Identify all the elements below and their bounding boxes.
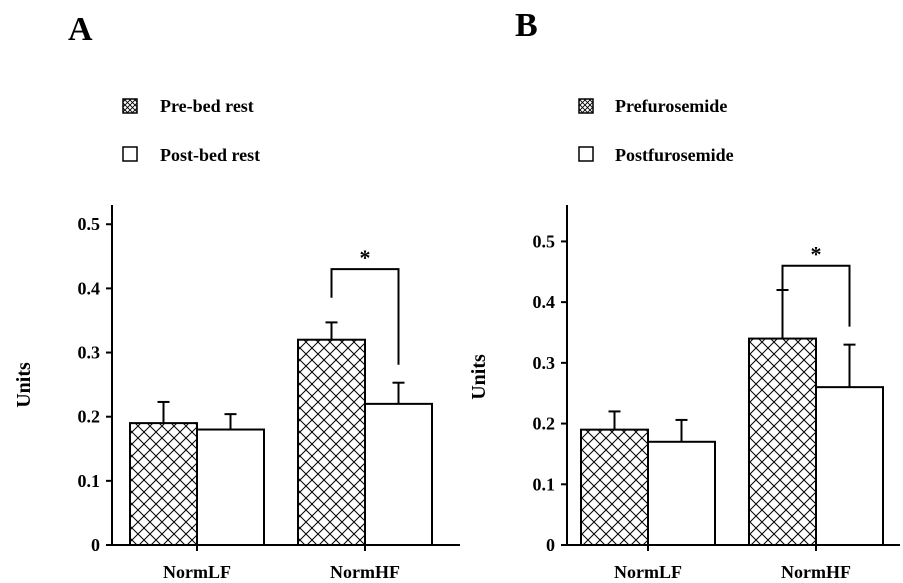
bar-b-prefurosemide-normhf: [748, 337, 817, 547]
bar-b-postfurosemide-normhf: [815, 386, 884, 546]
bar-b-postfurosemide-normlf: [647, 440, 716, 546]
y-tick-label-b-1: 0.1: [533, 474, 556, 494]
y-axis-ticks-a: 0 0.1 0.2 0.3 0.4 0.5: [78, 214, 101, 555]
significance-star-b: *: [811, 242, 822, 267]
y-axis-title-b: Units: [468, 354, 490, 400]
y-tick-label-a-2: 0.2: [78, 407, 101, 427]
y-tick-label-a-4: 0.4: [78, 278, 101, 298]
legend-label-postfurosemide: Postfurosemide: [615, 145, 734, 165]
bar-a-post-bed-rest-normlf: [196, 428, 265, 546]
chart-panel-a: A Pre-bed rest Post-bed rest Units 0 0.1…: [13, 11, 460, 582]
x-tick-label-a-normlf: NormLF: [163, 562, 231, 582]
legend-a: Pre-bed rest Post-bed rest: [122, 96, 260, 165]
x-tick-label-b-normlf: NormLF: [614, 562, 682, 582]
legend-label-post-bed-rest: Post-bed rest: [160, 145, 260, 165]
legend-label-pre-bed-rest: Pre-bed rest: [160, 96, 254, 116]
significance-bracket-b: [781, 264, 851, 327]
panel-letter-a: A: [68, 11, 93, 48]
y-axis-title-a: Units: [13, 362, 35, 408]
x-axis-labels-b: NormLF NormHF: [614, 562, 851, 582]
legend-swatch-pre-bed-rest: [122, 98, 138, 114]
y-tick-label-b-5: 0.5: [533, 231, 556, 251]
y-axis-ticks-b: 0 0.1 0.2 0.3 0.4 0.5: [533, 231, 556, 555]
y-tick-label-b-0: 0: [546, 535, 555, 555]
y-tick-label-a-3: 0.3: [78, 343, 101, 363]
y-tick-label-b-2: 0.2: [533, 414, 556, 434]
legend-swatch-post-bed-rest: [122, 146, 138, 162]
x-axis-labels-a: NormLF NormHF: [163, 562, 400, 582]
legend-swatch-prefurosemide: [578, 98, 594, 114]
bar-b-prefurosemide-normlf: [580, 428, 649, 546]
bar-a-pre-bed-rest-normhf: [297, 338, 366, 546]
x-tick-label-a-normhf: NormHF: [330, 562, 400, 582]
bar-a-pre-bed-rest-normlf: [129, 422, 198, 547]
x-tick-label-b-normhf: NormHF: [781, 562, 851, 582]
chart-panel-b: B Prefurosemide Postfurosemide Units 0 0…: [468, 7, 900, 582]
significance-bracket-a: [330, 268, 400, 365]
y-tick-label-a-1: 0.1: [78, 471, 101, 491]
legend-b: Prefurosemide Postfurosemide: [578, 96, 734, 165]
bar-a-post-bed-rest-normhf: [364, 402, 433, 546]
legend-swatch-postfurosemide: [578, 146, 594, 162]
panel-letter-b: B: [515, 7, 538, 44]
y-tick-label-b-3: 0.3: [533, 353, 556, 373]
legend-label-prefurosemide: Prefurosemide: [615, 96, 727, 116]
significance-star-a: *: [360, 245, 371, 270]
y-tick-label-a-0: 0: [91, 535, 100, 555]
y-tick-label-b-4: 0.4: [533, 292, 556, 312]
y-tick-label-a-5: 0.5: [78, 214, 101, 234]
